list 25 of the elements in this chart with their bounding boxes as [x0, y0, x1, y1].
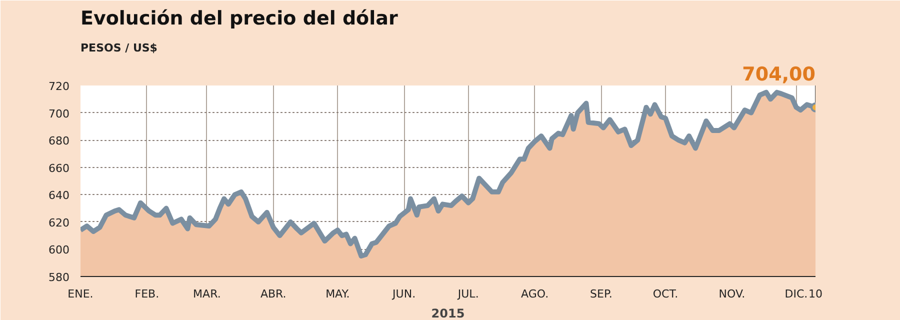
chart-title: Evolución del precio del dólar: [80, 8, 398, 30]
y-tick-label: 680: [48, 134, 70, 148]
x-tick-label: OCT.: [652, 288, 678, 300]
x-tick-label: JUN.: [392, 288, 416, 300]
y-tick-label: 700: [48, 107, 70, 120]
y-tick-label: 660: [48, 162, 70, 175]
x-tick-label: NOV.: [718, 288, 746, 300]
x-tick-label: MAY.: [326, 288, 350, 300]
x-tick-label: ABR.: [260, 288, 286, 300]
x-tick-label: DIC.: [784, 288, 808, 300]
x-tick-label: MAR.: [193, 288, 221, 300]
y-tick-label: 600: [48, 244, 70, 257]
y-tick-label: 720: [48, 80, 70, 93]
x-tick-label: JUL.: [456, 288, 479, 300]
x-tick-label: ENE.: [68, 288, 94, 300]
x-tick-label: 10: [808, 288, 822, 300]
x-tick-label: SEP.: [590, 288, 612, 300]
annotation: 704,00: [742, 64, 816, 86]
y-tick-label: 580: [48, 271, 70, 284]
x-tick-label: AGO.: [521, 288, 549, 300]
x-tick-label: FEB.: [134, 288, 160, 300]
y-tick-label: 620: [48, 216, 70, 230]
x-axis-title: 2015: [431, 306, 465, 320]
chart-subtitle: PESOS / US$: [80, 42, 158, 54]
y-tick-label: 640: [48, 189, 70, 202]
